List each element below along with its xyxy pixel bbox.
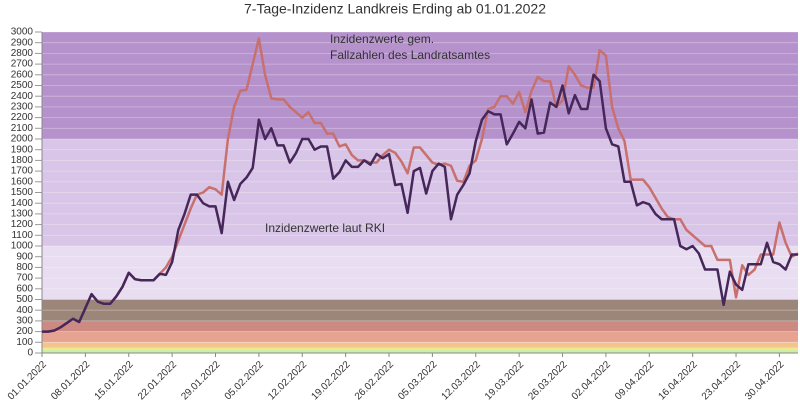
- y-tick-label: 600: [16, 283, 33, 294]
- y-tick-label: 2300: [11, 102, 34, 113]
- chart-title: 7-Tage-Inzidenz Landkreis Erding ab 01.0…: [244, 1, 546, 17]
- y-tick-label: 0: [27, 348, 33, 359]
- y-tick-label: 2100: [11, 123, 34, 134]
- incidence-band: [42, 139, 798, 246]
- y-tick-label: 1900: [11, 144, 34, 155]
- y-tick-label: 100: [16, 337, 33, 348]
- incidence-band: [42, 32, 798, 139]
- incidence-band: [42, 320, 798, 332]
- x-tick-label: 26.02.2022: [353, 359, 396, 402]
- y-tick-label: 1300: [11, 209, 34, 220]
- x-tick-label: 12.03.2022: [440, 359, 483, 402]
- y-tick-label: 1800: [11, 155, 34, 166]
- y-tick-label: 1700: [11, 166, 34, 177]
- x-tick-label: 01.01.2022: [6, 359, 49, 402]
- x-tick-label: 05.03.2022: [396, 359, 439, 402]
- incidence-band: [42, 347, 798, 350]
- incidence-band: [42, 331, 798, 343]
- y-tick-label: 200: [16, 326, 33, 337]
- x-tick-label: 29.01.2022: [179, 359, 222, 402]
- x-tick-label: 19.03.2022: [483, 359, 526, 402]
- annotation: Inzidenzwerte laut RKI: [265, 221, 385, 235]
- y-tick-label: 2500: [11, 80, 34, 91]
- y-tick-label: 700: [16, 273, 33, 284]
- y-tick-label: 400: [16, 305, 33, 316]
- y-tick-label: 1000: [11, 241, 34, 252]
- y-tick-label: 1100: [11, 230, 33, 241]
- x-tick-label: 23.04.2022: [700, 359, 743, 402]
- x-tick-label: 19.02.2022: [309, 359, 352, 402]
- incidence-band: [42, 342, 798, 348]
- y-tick-label: 2400: [11, 91, 34, 102]
- y-tick-label: 2700: [11, 59, 34, 70]
- x-tick-label: 22.01.2022: [136, 359, 179, 402]
- incidence-band: [42, 299, 798, 321]
- y-tick-label: 2800: [11, 48, 34, 59]
- x-tick-label: 05.02.2022: [223, 359, 266, 402]
- y-tick-label: 900: [16, 251, 33, 262]
- x-tick-label: 15.01.2022: [93, 359, 136, 402]
- y-tick-label: 2000: [11, 134, 34, 145]
- x-tick-label: 02.04.2022: [570, 359, 613, 402]
- y-tick-label: 1400: [11, 198, 34, 209]
- y-tick-label: 2900: [11, 37, 34, 48]
- x-tick-label: 26.03.2022: [526, 359, 569, 402]
- y-tick-label: 1500: [11, 187, 34, 198]
- y-tick-label: 2600: [11, 69, 34, 80]
- y-tick-label: 1600: [11, 176, 34, 187]
- x-tick-label: 09.04.2022: [613, 359, 656, 402]
- y-tick-label: 3000: [11, 27, 34, 38]
- series-line: [42, 73, 798, 333]
- annotation: Inzidenzwerte gem.: [330, 32, 434, 46]
- x-tick-label: 12.02.2022: [266, 359, 309, 402]
- y-tick-label: 500: [16, 294, 33, 305]
- y-tick-label: 800: [16, 262, 33, 273]
- x-tick-label: 30.04.2022: [743, 359, 786, 402]
- x-tick-label: 16.04.2022: [656, 359, 699, 402]
- incidence-band: [42, 349, 798, 353]
- y-tick-label: 1200: [11, 219, 34, 230]
- annotation: Fallzahlen des Landratsamtes: [330, 48, 490, 62]
- incidence-band: [42, 246, 798, 300]
- y-tick-label: 2200: [11, 112, 34, 123]
- y-tick-label: 300: [16, 316, 33, 327]
- x-tick-label: 08.01.2022: [49, 359, 92, 402]
